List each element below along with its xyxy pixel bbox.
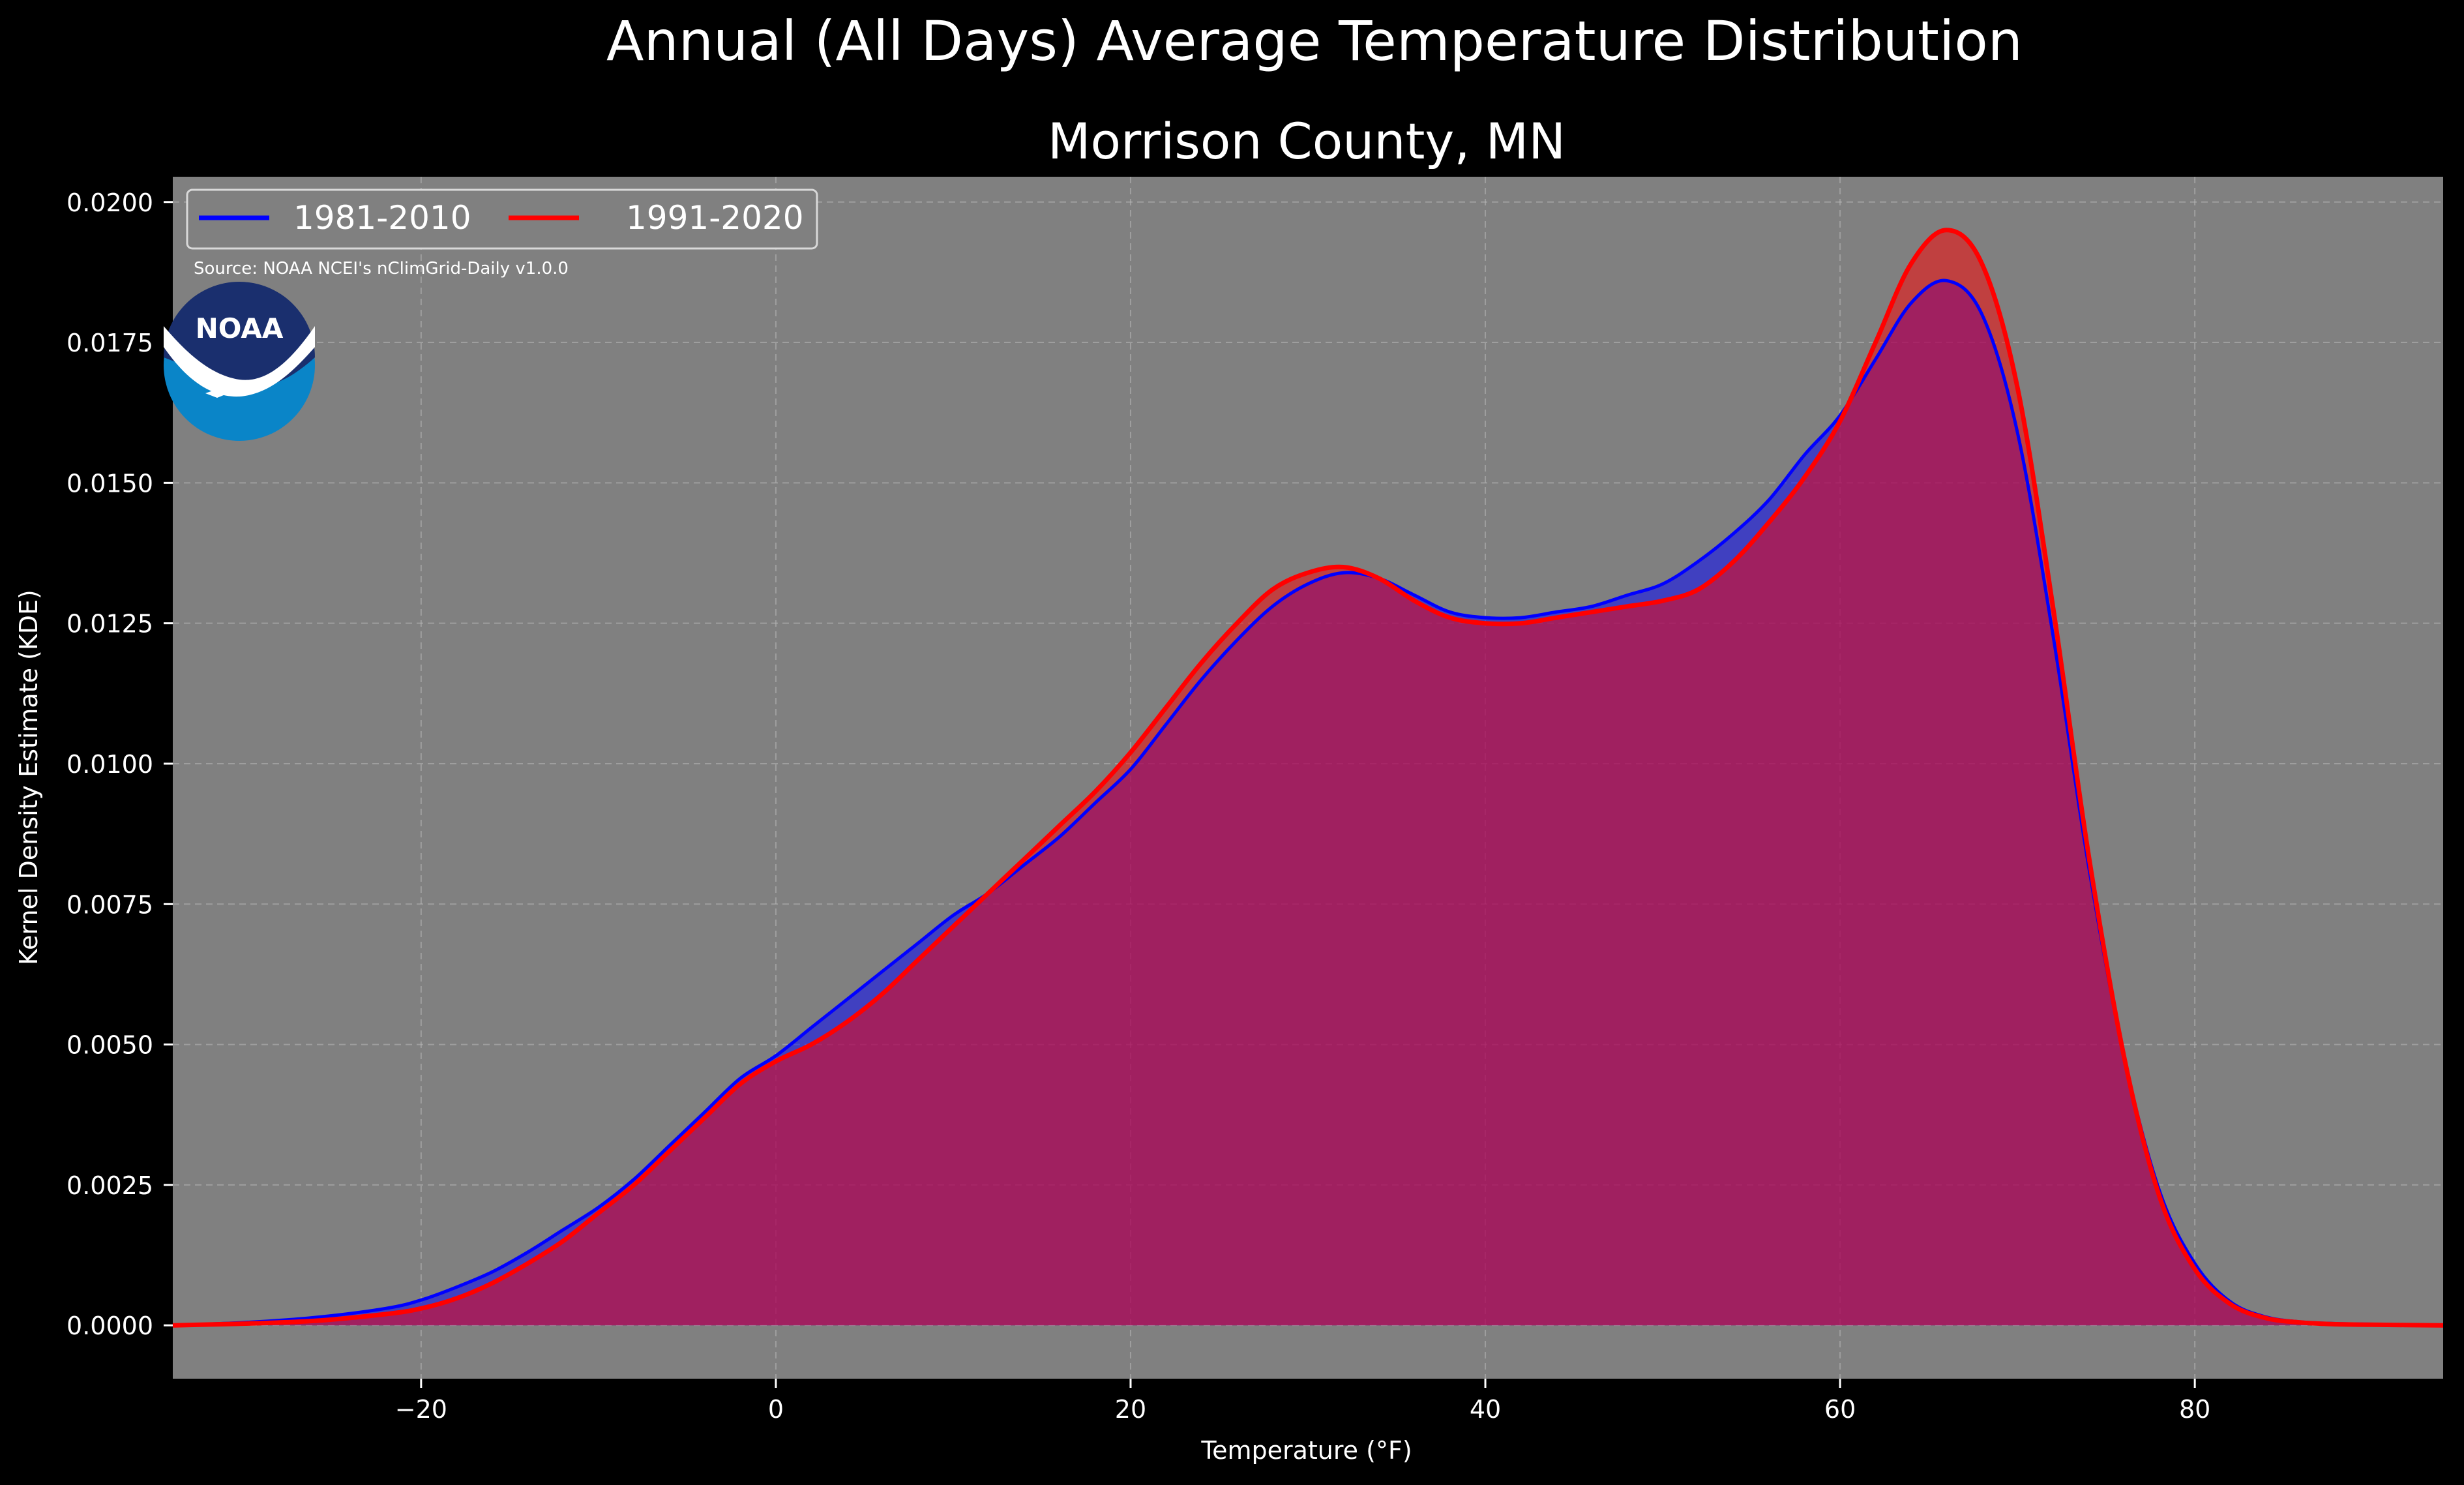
logo-text: NOAA [196,312,284,344]
x-tick-label: 40 [1470,1395,1501,1424]
series-areas [173,230,2443,1326]
source-note: Source: NOAA NCEI's nClimGrid-Daily v1.0… [194,259,569,278]
figure-suptitle: Annual (All Days) Average Temperature Di… [606,9,2023,73]
chart-title: Morrison County, MN [1048,112,1566,170]
series-line-1991-2020 [172,228,2444,1328]
legend-box [186,188,818,250]
y-tick-label: 0.0200 [67,188,153,217]
x-tick-label: 20 [1115,1395,1146,1424]
y-tick-label: 0.0000 [67,1312,153,1340]
x-axis-ticks: −20 0 20 40 60 80 [395,1379,2210,1424]
x-tick-label: 80 [2179,1395,2210,1424]
legend-label-1981-2010: 1981-2010 [293,199,471,237]
y-tick-label: 0.0125 [67,610,153,638]
legend-label-1991-2020: 1991-2020 [626,199,804,237]
y-tick-label: 0.0025 [67,1171,153,1200]
legend: 1981-2010 1991-2020 [186,188,818,250]
series-lines [172,228,2444,1328]
y-tick-label: 0.0050 [67,1031,153,1060]
x-tick-label: 0 [768,1395,784,1424]
noaa-logo-icon: NOAA [164,282,315,441]
y-axis-ticks: 0.0000 0.0025 0.0050 0.0075 0.0100 0.0125 0.01… [67,188,173,1340]
series-area-1991-2020 [173,230,2443,1326]
x-tick-label: −20 [395,1395,447,1424]
y-tick-label: 0.0150 [67,469,153,498]
x-tick-label: 60 [1824,1395,1856,1424]
x-axis-label: Temperature (°F) [1200,1436,1412,1465]
y-tick-label: 0.0075 [67,890,153,919]
y-axis-label: Kernel Density Estimate (KDE) [14,590,43,965]
y-tick-label: 0.0100 [67,750,153,779]
y-tick-label: 0.0175 [67,329,153,357]
